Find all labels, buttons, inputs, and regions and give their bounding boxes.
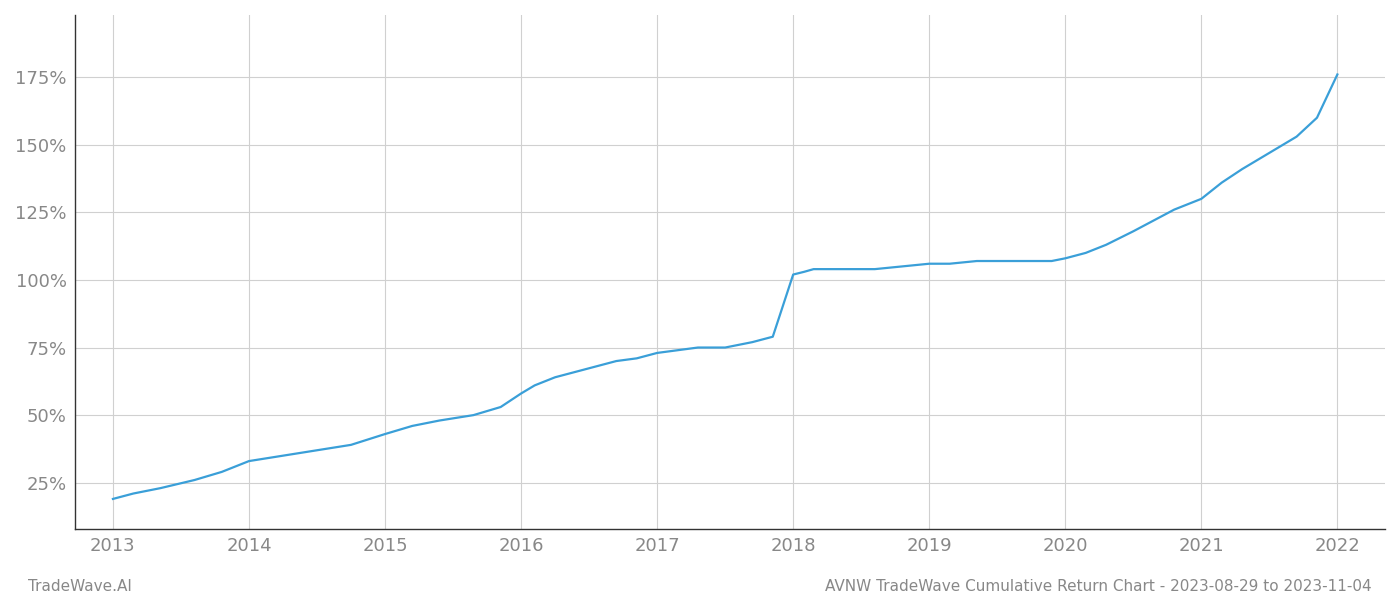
- Text: AVNW TradeWave Cumulative Return Chart - 2023-08-29 to 2023-11-04: AVNW TradeWave Cumulative Return Chart -…: [826, 579, 1372, 594]
- Text: TradeWave.AI: TradeWave.AI: [28, 579, 132, 594]
